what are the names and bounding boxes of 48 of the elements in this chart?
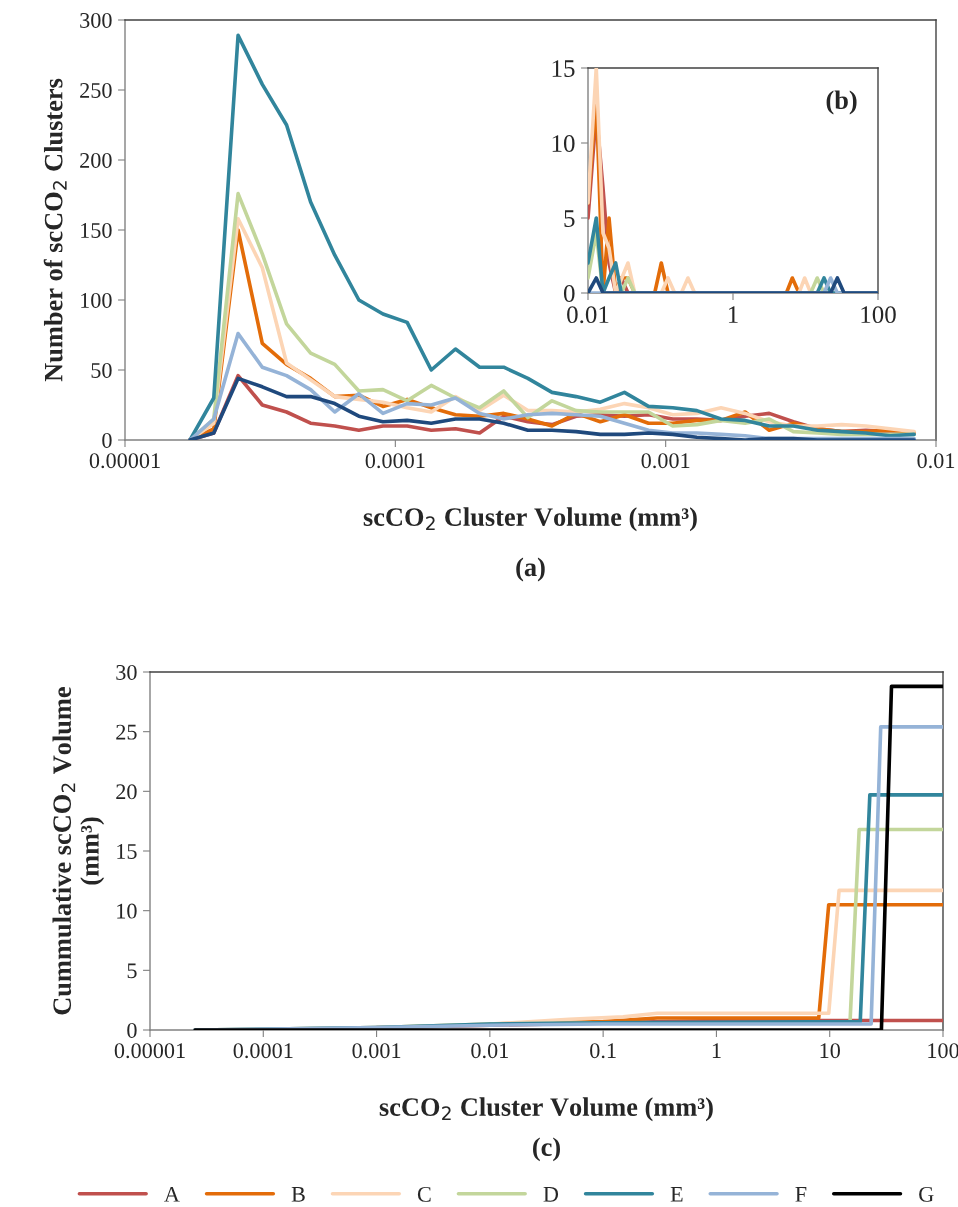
x-tick-label: 0.1	[590, 1043, 616, 1059]
x-tick-label: 0.00001	[89, 453, 160, 469]
annotation: (b)	[826, 90, 857, 115]
x-tick-label: 0.001	[641, 453, 690, 469]
x-tick-label: 100	[861, 306, 896, 324]
y-tick-label: 0	[563, 285, 575, 302]
x-tick-label: 1	[728, 306, 738, 323]
line-series	[188, 33, 916, 440]
x-tick-label: 0.0001	[365, 453, 425, 469]
y-tick-label: 0	[102, 432, 112, 448]
y-tick-label: 50	[91, 362, 112, 378]
legend-label: G	[919, 1186, 934, 1202]
y-tick-label: 15	[117, 844, 137, 859]
text: Cummulative scCO$_{2}$ Volume (mm³)	[52, 687, 105, 1015]
y-tick-label: 5	[564, 210, 575, 227]
legend-label: E	[670, 1187, 683, 1202]
y-tick-label: 20	[116, 784, 137, 800]
y-tick-label: 100	[81, 292, 112, 308]
y-tick-label: 150	[81, 222, 112, 238]
y-tick-label: 250	[80, 82, 112, 98]
legend-label: A	[164, 1186, 180, 1202]
x-tick-label: 0.001	[352, 1043, 401, 1059]
y-tick-label: 25	[116, 724, 137, 740]
x-tick-label: 0.01	[471, 1043, 508, 1059]
legend-label: C	[417, 1186, 431, 1202]
text: (a)	[516, 557, 545, 582]
x-tick-label: 100	[928, 1043, 958, 1059]
legend-label: D	[543, 1187, 559, 1202]
y-tick-label: 300	[80, 12, 112, 28]
y-tick-label: 10	[552, 135, 575, 152]
x-tick-label: 0.00001	[114, 1043, 185, 1059]
legend-label: F	[795, 1187, 807, 1202]
y-axis-title: Number of scCO$_{2}$ Clusters	[43, 78, 67, 382]
x-axis-title: scCO$_{2}$ Cluster Volume (mm³)	[379, 1097, 713, 1122]
x-axis-title: scCO$_{2}$ Cluster Volume (mm³)	[363, 507, 697, 532]
x-tick-label: 0.01	[917, 453, 955, 469]
x-tick-label: 0.0001	[233, 1043, 293, 1059]
y-tick-label: 10	[117, 903, 137, 919]
y-tick-label: 15	[552, 60, 575, 77]
x-tick-label: 10	[820, 1043, 840, 1059]
y-tick-label: 30	[116, 664, 137, 680]
text: (c)	[533, 1137, 560, 1162]
y-tick-label: 0	[127, 1022, 137, 1038]
y-tick-label: 200	[80, 152, 112, 168]
legend-label: B	[291, 1187, 305, 1202]
x-tick-label: 0.01	[567, 306, 609, 324]
y-tick-label: 5	[127, 963, 137, 979]
x-tick-label: 1	[712, 1043, 721, 1058]
